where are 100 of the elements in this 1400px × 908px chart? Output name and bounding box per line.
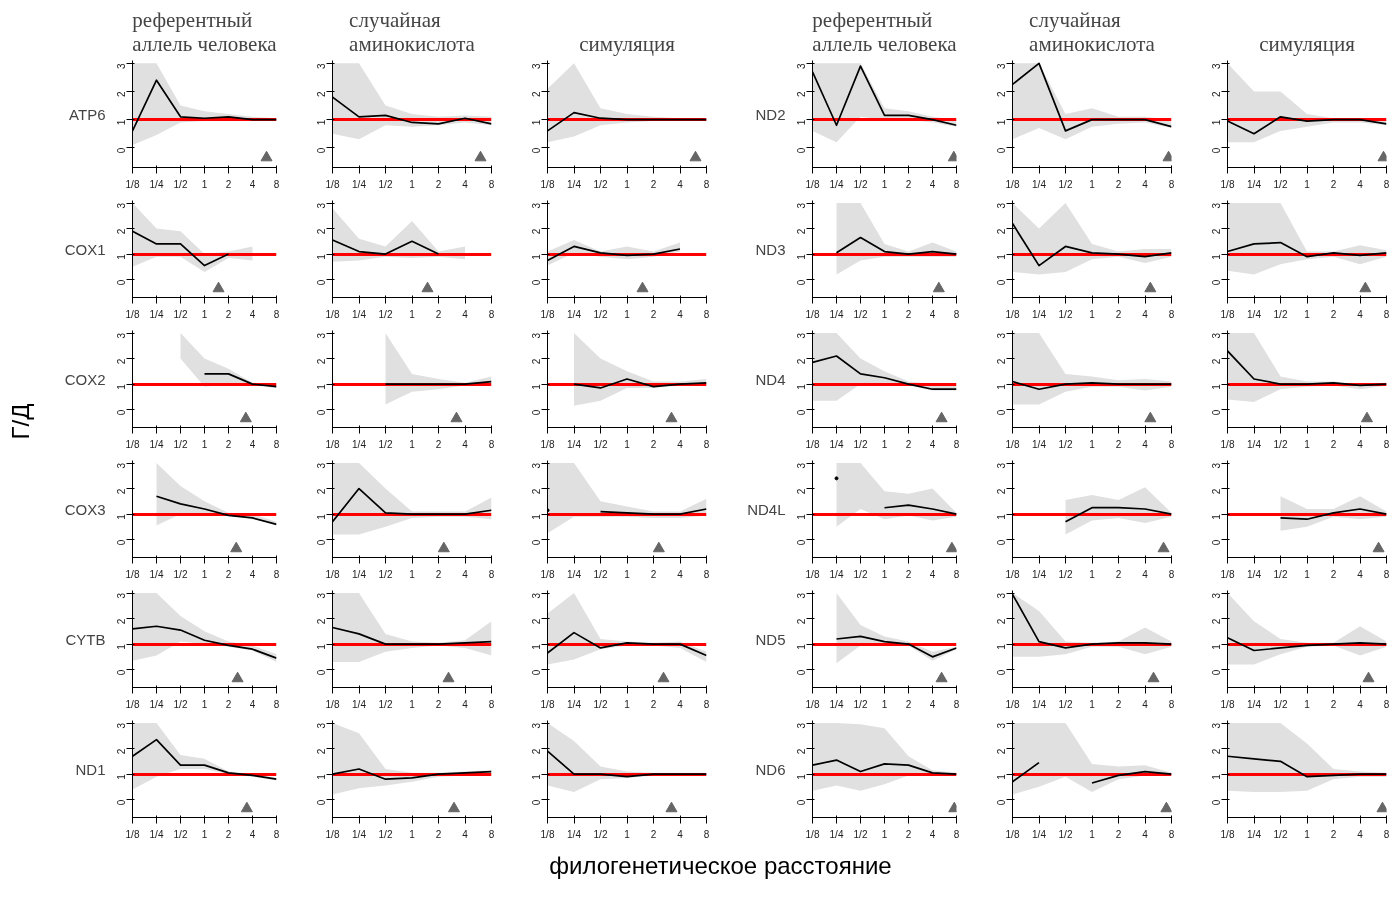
y-tick-label: 3 (531, 722, 543, 729)
y-tick-label: 1 (996, 119, 1008, 126)
y-tick-label: 1 (796, 383, 808, 390)
line-series (1279, 508, 1387, 521)
y-tick-label: 2 (531, 228, 543, 235)
y-tick-label: 1 (796, 119, 808, 126)
x-tick-label: 1/2 (1058, 698, 1073, 710)
x-tick-label: 2 (650, 178, 657, 190)
x-tick-label: 1/8 (325, 308, 340, 320)
x-tick-label: 1 (1089, 828, 1096, 840)
x-tick-label: 2 (1115, 178, 1122, 190)
x-tick-label: 1 (1089, 308, 1096, 320)
x-tick-label: 1 (624, 568, 631, 580)
y-tick-label: 0 (996, 539, 1008, 546)
y-tick-label: 2 (996, 358, 1008, 365)
x-tick-label: 4 (462, 698, 469, 710)
x-tick-label: 8 (1383, 568, 1390, 580)
x-tick-label: 8 (703, 828, 710, 840)
y-tick-label: 0 (1211, 799, 1223, 806)
y-tick-label: 2 (116, 748, 128, 755)
x-tick-label: 1/2 (1058, 828, 1073, 840)
y-tick-label: 3 (996, 62, 1008, 69)
x-tick-label: 1/8 (1005, 438, 1020, 450)
x-tick-label: 1/8 (805, 178, 820, 190)
y-tick-label: 1 (116, 253, 128, 260)
x-tick-label: 2 (905, 568, 912, 580)
x-tick-label: 1 (881, 828, 888, 840)
y-tick-label: 1 (996, 383, 1008, 390)
y-axis-title: COX2 (64, 370, 106, 388)
x-tick-label: 1/4 (149, 698, 164, 710)
x-tick-label: 8 (1383, 828, 1390, 840)
y-tick-label: 0 (796, 799, 808, 806)
x-tick-label: 1/4 (1247, 308, 1262, 320)
x-tick-label: 1 (1089, 568, 1096, 580)
x-tick-label: 8 (703, 568, 710, 580)
x-tick-label: 1/8 (125, 568, 140, 580)
y-tick-label: 3 (1211, 462, 1223, 469)
x-tick-label: 2 (435, 568, 442, 580)
y-tick-label: 2 (316, 358, 328, 365)
x-tick-label: 1/4 (567, 828, 582, 840)
x-tick-label: 4 (677, 308, 684, 320)
y-tick-label: 1 (1211, 643, 1223, 650)
y-tick-label: 3 (996, 332, 1008, 339)
x-tick-label: 8 (488, 308, 495, 320)
x-tick-label: 1/8 (1005, 178, 1020, 190)
x-tick-label: 1 (409, 828, 416, 840)
y-tick-label: 1 (316, 773, 328, 780)
y-tick-label: 1 (796, 513, 808, 520)
x-tick-label: 1/2 (1273, 828, 1288, 840)
x-tick-label: 1/2 (593, 828, 608, 840)
x-tick-label: 1/4 (1032, 178, 1047, 190)
x-tick-label: 4 (462, 308, 469, 320)
y-tick-label: 2 (1211, 228, 1223, 235)
y-tick-label: 3 (796, 202, 808, 209)
y-tick-label: 1 (116, 643, 128, 650)
x-tick-label: 1/2 (173, 698, 188, 710)
x-tick-label: 1 (1304, 698, 1311, 710)
x-tick-label: 1/4 (352, 828, 367, 840)
y-tick-label: 1 (316, 119, 328, 126)
x-tick-label: 2 (650, 438, 657, 450)
y-tick-label: 3 (531, 592, 543, 599)
x-tick-label: 4 (1357, 828, 1364, 840)
y-tick-label: 0 (531, 279, 543, 286)
x-tick-label: 2 (225, 438, 232, 450)
y-tick-label: 3 (1211, 62, 1223, 69)
y-tick-label: 0 (316, 539, 328, 546)
x-tick-label: 8 (703, 178, 710, 190)
y-tick-label: 1 (116, 119, 128, 126)
y-tick-label: 0 (996, 799, 1008, 806)
x-tick-label: 4 (249, 178, 256, 190)
x-tick-label: 1/2 (1058, 308, 1073, 320)
x-tick-label: 1/8 (1005, 568, 1020, 580)
x-tick-label: 2 (905, 438, 912, 450)
y-tick-label: 3 (1211, 202, 1223, 209)
y-tick-label: 2 (1211, 618, 1223, 625)
x-tick-label: 8 (953, 438, 960, 450)
x-tick-label: 1 (409, 178, 416, 190)
x-tick-label: 1 (201, 178, 208, 190)
y-tick-label: 3 (1211, 722, 1223, 729)
x-tick-label: 1/8 (540, 568, 555, 580)
x-tick-label: 1/2 (378, 178, 393, 190)
x-tick-label: 1/4 (149, 308, 164, 320)
y-tick-label: 2 (796, 228, 808, 235)
x-tick-label: 8 (953, 828, 960, 840)
y-axis-title: CYTB (65, 630, 106, 648)
x-tick-label: 1 (1089, 178, 1096, 190)
x-tick-label: 1/8 (540, 698, 555, 710)
y-tick-label: 2 (796, 748, 808, 755)
x-tick-label: 4 (929, 178, 936, 190)
x-tick-label: 2 (1330, 568, 1337, 580)
y-axis-title: ATP6 (69, 105, 106, 123)
y-tick-label: 3 (996, 202, 1008, 209)
x-tick-label: 4 (462, 568, 469, 580)
x-tick-label: 1 (1304, 828, 1311, 840)
x-tick-label: 1 (624, 828, 631, 840)
x-tick-label: 2 (1330, 178, 1337, 190)
x-tick-label: 1/2 (593, 308, 608, 320)
x-tick-label: 1/2 (173, 438, 188, 450)
x-tick-label: 1 (881, 568, 888, 580)
x-tick-label: 1/2 (378, 828, 393, 840)
